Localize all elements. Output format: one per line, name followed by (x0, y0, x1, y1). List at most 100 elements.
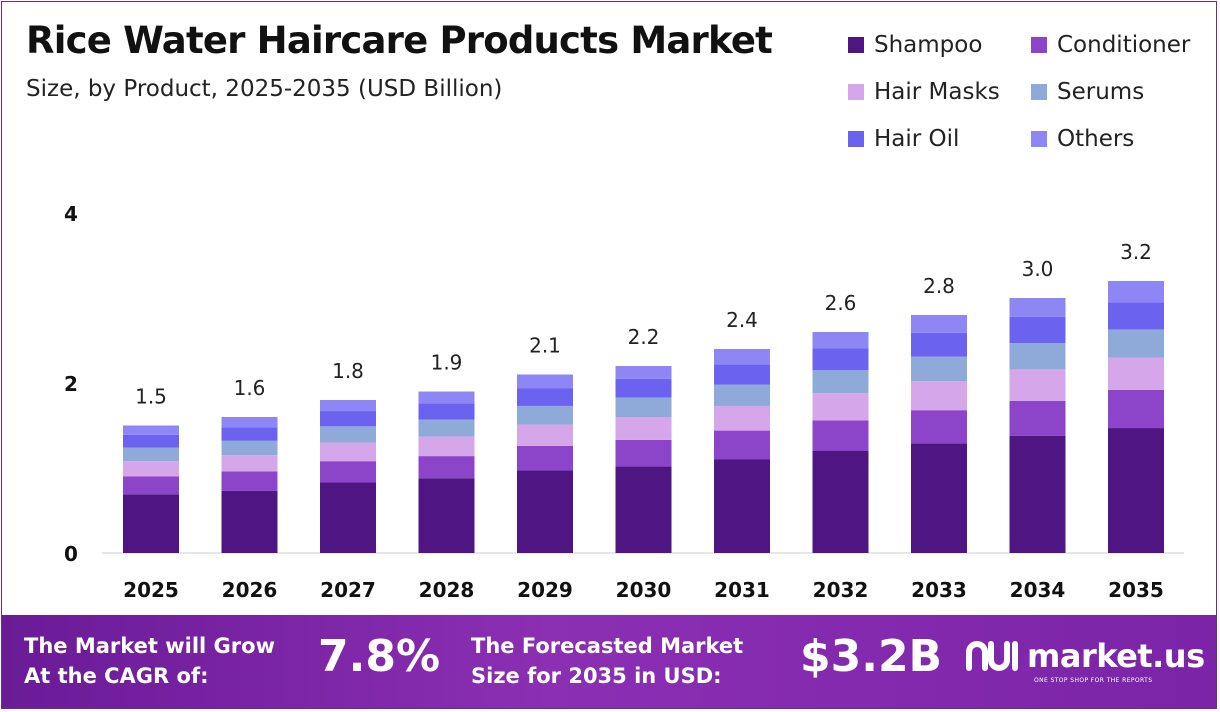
bar-total-label: 2.8 (923, 274, 955, 298)
bar-segment-hair-oil (714, 364, 770, 385)
bar-total-label: 2.2 (628, 325, 660, 349)
bar-segment-shampoo (1009, 435, 1066, 553)
bar-segment-others (320, 400, 376, 412)
footer-banner: The Market will Grow At the CAGR of: 7.8… (2, 615, 1216, 708)
brand-name: market.us (1027, 637, 1205, 675)
bar-segment-shampoo (418, 478, 475, 553)
bar-segment-hair-masks (517, 424, 573, 446)
bar-segment-serums (1108, 329, 1164, 358)
bar-segment-hair-masks (221, 455, 278, 472)
bar-segment-hair-oil (812, 348, 869, 371)
legend-label: Serums (1057, 79, 1145, 105)
bar-segment-conditioner (615, 439, 672, 467)
bar-total-label: 1.9 (431, 351, 463, 375)
legend-label: Hair Oil (874, 126, 960, 152)
bar-total-label: 2.4 (726, 308, 758, 332)
cagr-label: The Market will Grow At the CAGR of: (24, 634, 275, 688)
bar-segment-hair-masks (615, 417, 672, 440)
legend-item-conditioner: Conditioner (1031, 30, 1190, 60)
legend-item-others: Others (1031, 124, 1134, 154)
bar-segment-shampoo (812, 451, 869, 553)
bar-segment-shampoo (123, 494, 179, 553)
bar-segment-others (714, 349, 770, 365)
legend-swatch (1031, 84, 1047, 100)
bar-total-label: 2.1 (529, 334, 561, 358)
bar-segment-hair-masks (1108, 357, 1164, 390)
legend-swatch (848, 131, 864, 147)
forecast-value: $3.2B (800, 631, 943, 682)
bar-segment-others (517, 374, 573, 389)
bar-segment-serums (517, 405, 573, 425)
y-tick-label: 2 (64, 372, 78, 396)
forecast-label: The Forecasted Market Size for 2035 in U… (471, 634, 744, 688)
bar-segment-serums (320, 426, 376, 443)
bar-segment-serums (615, 397, 672, 417)
x-tick-label: 2026 (222, 578, 278, 602)
bar-segment-serums (812, 370, 869, 394)
bar-segment-hair-oil (418, 403, 475, 420)
chart-subtitle: Size, by Product, 2025-2035 (USD Billion… (26, 76, 503, 102)
legend-label: Hair Masks (874, 79, 1000, 105)
legend-label: Shampoo (874, 32, 983, 58)
bar-segment-hair-oil (320, 411, 376, 427)
bar-segment-conditioner (123, 476, 179, 495)
bar-segment-hair-masks (1009, 369, 1066, 401)
bar-total-label: 1.8 (332, 359, 364, 383)
bar-segment-others (1009, 298, 1066, 317)
bar-segment-serums (911, 356, 967, 382)
legend-item-hair-oil: Hair Oil (848, 124, 959, 154)
bar-segment-shampoo (615, 466, 672, 553)
bar-total-label: 1.6 (234, 376, 266, 400)
bar-segment-hair-oil (1108, 302, 1164, 330)
bar-segment-conditioner (911, 410, 967, 444)
legend-label: Others (1057, 126, 1135, 152)
market-us-logo-icon (966, 641, 1018, 671)
brand-tagline: ONE STOP SHOP FOR THE REPORTS (1034, 677, 1153, 684)
bar-segment-conditioner (517, 445, 573, 471)
bar-segment-hair-masks (714, 405, 770, 431)
bar-segment-serums (418, 419, 475, 437)
bar-segment-shampoo (221, 490, 278, 553)
y-tick-label: 0 (64, 542, 78, 566)
legend-item-shampoo: Shampoo (848, 30, 982, 60)
bar-segment-hair-masks (320, 442, 376, 462)
bar-segment-hair-masks (911, 381, 967, 411)
bar-segment-hair-oil (1009, 316, 1066, 344)
cagr-value: 7.8% (318, 631, 441, 682)
bar-segment-conditioner (418, 456, 475, 479)
legend-item-serums: Serums (1031, 77, 1144, 107)
bar-segment-shampoo (1108, 428, 1164, 553)
bar-segment-others (418, 391, 475, 404)
y-tick-label: 4 (64, 202, 78, 226)
x-tick-label: 2030 (616, 578, 672, 602)
legend-swatch (848, 84, 864, 100)
bar-segment-others (1108, 281, 1164, 303)
bar-total-label: 1.5 (135, 385, 167, 409)
chart-title: Rice Water Haircare Products Market (26, 19, 773, 62)
legend-swatch (1031, 131, 1047, 147)
bar-segment-hair-oil (123, 434, 179, 448)
bar-segment-others (123, 425, 179, 435)
bar-segment-serums (221, 440, 278, 456)
x-tick-label: 2031 (714, 578, 770, 602)
legend-swatch (1031, 37, 1047, 53)
bar-segment-hair-masks (418, 436, 475, 457)
bar-segment-conditioner (1009, 400, 1066, 436)
bar-segment-others (812, 332, 869, 349)
bar-segment-others (911, 315, 967, 333)
bar-total-label: 2.6 (825, 291, 857, 315)
bar-segment-shampoo (320, 482, 376, 553)
x-tick-label: 2035 (1108, 578, 1164, 602)
legend-label: Conditioner (1057, 32, 1191, 58)
bar-segment-conditioner (714, 430, 770, 460)
bar-segment-serums (123, 447, 179, 462)
legend-swatch (848, 37, 864, 53)
bar-chart: 0 2 4 1.5 2025 1.6 2026 1.8 2027 1.9 2028 2.1 2029 2.… (64, 202, 1184, 602)
x-tick-label: 2033 (911, 578, 967, 602)
bar-segment-conditioner (320, 461, 376, 483)
x-tick-label: 2027 (320, 578, 376, 602)
x-tick-label: 2034 (1010, 578, 1066, 602)
bar-total-label: 3.0 (1022, 257, 1054, 281)
x-tick-label: 2032 (813, 578, 869, 602)
